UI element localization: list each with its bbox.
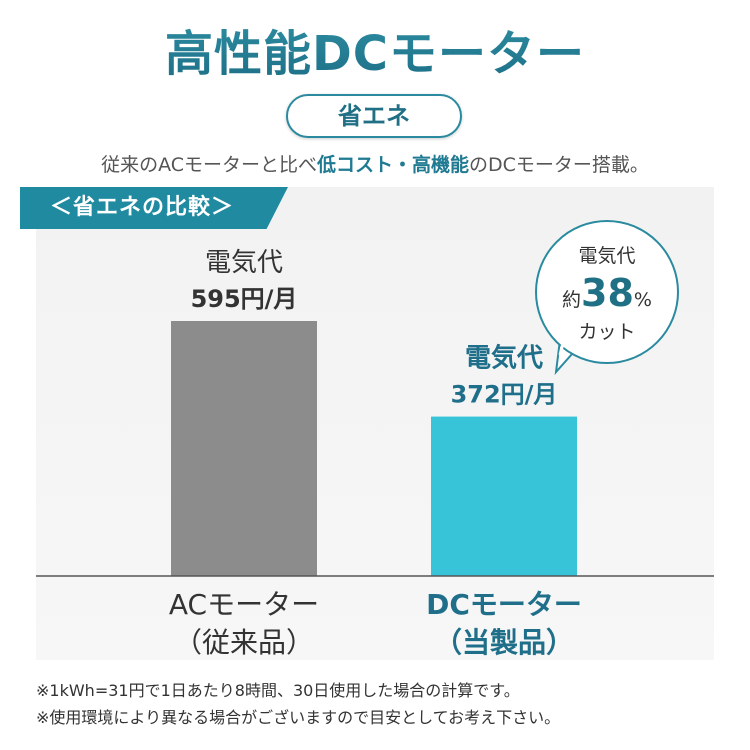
section-ribbon: ＜省エネの比較＞ [20, 187, 288, 229]
category-label-0-0: ACモーター [169, 588, 319, 621]
category-label-0-1: （従来品） [174, 626, 314, 659]
bubble-line2: 約38% [562, 271, 652, 315]
bubble-line3: カット [578, 321, 635, 343]
bubble-line1: 電気代 [578, 245, 635, 267]
bar-0 [171, 321, 317, 576]
bubble-tail-mask [558, 342, 565, 356]
category-label-1-0: DCモーター [426, 588, 582, 621]
subtitle: 従来のACモーターと比べ低コスト・高機能のDCモーター搭載。 [0, 150, 750, 177]
bar-1 [431, 416, 577, 576]
subtitle-highlight: 低コスト・高機能 [317, 154, 470, 176]
value-prefix-1: 電気代 [465, 343, 543, 374]
bubble-percent: 38 [581, 271, 634, 315]
subtitle-before: 従来のACモーターと比べ [101, 154, 317, 176]
page-title: 高性能DCモーター [0, 14, 750, 84]
value-label-1: 372円/月 [451, 381, 558, 409]
bars-layer [171, 321, 577, 576]
labels-layer: 電気代 595円/月 ACモーター （従来品） 電気代 372円/月 DCモーター （当製品） [169, 248, 582, 659]
footnote-1: ※1kWh=31円で1日あたり8時間、30日使用した場合の計算です。 [36, 681, 520, 700]
bubble-circle [535, 220, 679, 364]
subtitle-after: のDCモーター搭載。 [469, 154, 649, 176]
value-prefix-0: 電気代 [205, 248, 283, 278]
energy-saving-badge: 省エネ [286, 94, 462, 138]
value-label-0: 595円/月 [191, 285, 298, 313]
bubble-percent-sign: % [634, 289, 652, 311]
bubble-prefix: 約 [562, 289, 581, 311]
badge-label: 省エネ [338, 102, 410, 130]
category-label-1-1: （当製品） [434, 626, 574, 659]
footnote-2: ※使用環境により異なる場合がございますので目安としてお考え下さい。 [36, 708, 561, 727]
savings-bubble: 電気代 約38% カット [535, 220, 679, 376]
section-label: ＜省エネの比較＞ [50, 195, 235, 220]
